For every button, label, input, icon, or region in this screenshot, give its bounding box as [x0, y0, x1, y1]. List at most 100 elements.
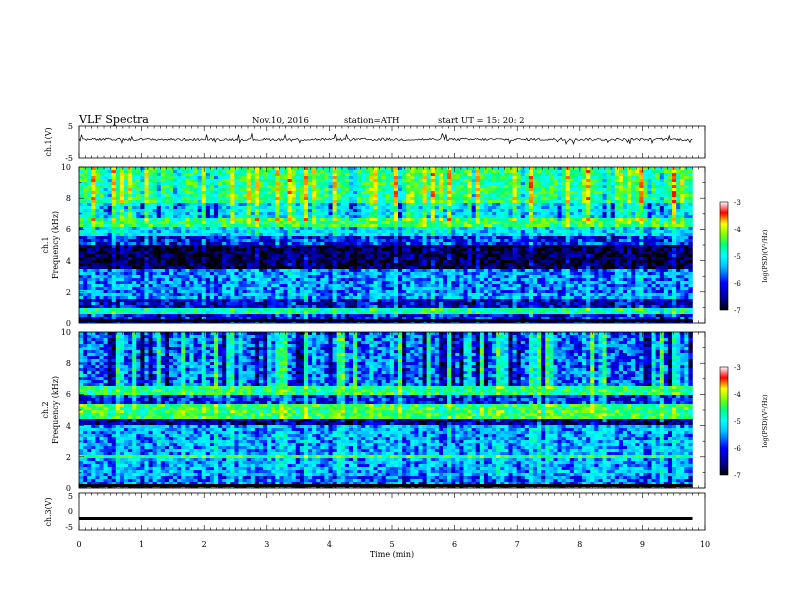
spectrogram-cell	[664, 170, 668, 173]
spectrogram-cell	[635, 173, 639, 176]
spectrogram-cell	[480, 173, 484, 176]
spectrogram-cell	[660, 263, 664, 266]
spectrogram-cell	[508, 212, 512, 215]
spectrogram-cell	[451, 203, 455, 206]
spectrogram-cell	[198, 236, 202, 239]
spectrogram-cell	[607, 260, 611, 263]
spectrogram-cell	[525, 248, 529, 251]
spectrogram-cell	[553, 170, 557, 173]
spectrogram-cell	[672, 173, 676, 176]
spectrogram-cell	[423, 239, 427, 242]
spectrogram-cell	[153, 194, 157, 197]
spectrogram-cell	[149, 209, 153, 212]
spectrogram-cell	[688, 167, 692, 170]
spectrogram-cell	[324, 170, 328, 173]
spectrogram-cell	[279, 191, 283, 194]
spectrogram-cell	[558, 221, 562, 224]
spectrogram-cell	[533, 185, 537, 188]
spectrogram-cell	[83, 170, 87, 173]
spectrogram-cell	[541, 173, 545, 176]
spectrogram-cell	[615, 260, 619, 263]
spectrogram-cell	[476, 254, 480, 257]
spectrogram-cell	[271, 245, 275, 248]
spectrogram-cell	[144, 170, 148, 173]
spectrogram-cell	[79, 224, 83, 227]
spectrogram-cell	[611, 227, 615, 230]
spectrogram-cell	[496, 188, 500, 191]
spectrogram-cell	[394, 230, 398, 233]
spectrogram-cell	[136, 260, 140, 263]
spectrogram-cell	[615, 200, 619, 203]
spectrogram-cell	[345, 257, 349, 260]
spectrogram-cell	[79, 200, 83, 203]
spectrogram-cell	[296, 197, 300, 200]
spectrogram-cell	[255, 170, 259, 173]
spectrogram-cell	[263, 212, 267, 215]
spectrogram-cell	[668, 218, 672, 221]
spectrogram-cell	[165, 224, 169, 227]
spectrogram-cell	[124, 200, 128, 203]
spectrogram-cell	[414, 254, 418, 257]
spectrogram-cell	[243, 245, 247, 248]
spectrogram-cell	[288, 245, 292, 248]
spectrogram-cell	[660, 221, 664, 224]
spectrogram-cell	[108, 230, 112, 233]
spectrogram-cell	[194, 251, 198, 254]
spectrogram-cell	[652, 254, 656, 257]
spectrogram-cell	[435, 191, 439, 194]
spectrogram-cell	[680, 254, 684, 257]
spectrogram-cell	[149, 173, 153, 176]
spectrogram-cell	[488, 254, 492, 257]
spectrogram-cell	[468, 263, 472, 266]
spectrogram-cell	[435, 176, 439, 179]
spectrogram-cell	[189, 182, 193, 185]
spectrogram-cell	[108, 200, 112, 203]
spectrogram-cell	[619, 215, 623, 218]
spectrogram-cell	[463, 209, 467, 212]
spectrogram-cell	[324, 182, 328, 185]
spectrogram-cell	[656, 251, 660, 254]
spectrogram-cell	[157, 182, 161, 185]
spectrogram-cell	[517, 212, 521, 215]
spectrogram-cell	[308, 182, 312, 185]
spectrogram-cell	[324, 206, 328, 209]
spectrogram-cell	[504, 203, 508, 206]
spectrogram-cell	[500, 188, 504, 191]
spectrogram-cell	[496, 263, 500, 266]
spectrogram-cell	[615, 215, 619, 218]
spectrogram-cell	[635, 224, 639, 227]
spectrogram-cell	[337, 245, 341, 248]
spectrogram-cell	[517, 209, 521, 212]
spectrogram-cell	[468, 182, 472, 185]
spectrogram-cell	[566, 257, 570, 260]
spectrogram-cell	[603, 206, 607, 209]
spectrogram-cell	[664, 233, 668, 236]
spectrogram-cell	[562, 197, 566, 200]
spectrogram-cell	[390, 251, 394, 254]
spectrogram-cell	[476, 233, 480, 236]
spectrogram-cell	[472, 170, 476, 173]
spectrogram-cell	[316, 182, 320, 185]
spectrogram-cell	[149, 212, 153, 215]
spectrogram-cell	[459, 227, 463, 230]
spectrogram-cell	[177, 227, 181, 230]
spectrogram-cell	[161, 239, 165, 242]
spectrogram-cell	[369, 242, 373, 245]
spectrogram-cell	[153, 254, 157, 257]
spectrogram-cell	[120, 266, 124, 269]
spectrogram-cell	[476, 170, 480, 173]
spectrogram-cell	[116, 218, 120, 221]
spectrogram-cell	[373, 230, 377, 233]
spectrogram-cell	[566, 167, 570, 170]
spectrogram-cell	[189, 251, 193, 254]
spectrogram-cell	[500, 215, 504, 218]
spectrogram-cell	[459, 239, 463, 242]
spectrogram-cell	[529, 257, 533, 260]
spectrogram-cell	[386, 248, 390, 251]
spectrogram-cell	[259, 245, 263, 248]
spectrogram-cell	[537, 242, 541, 245]
spectrogram-cell	[116, 206, 120, 209]
spectrogram-cell	[198, 218, 202, 221]
spectrogram-cell	[586, 173, 590, 176]
spectrogram-cell	[529, 251, 533, 254]
